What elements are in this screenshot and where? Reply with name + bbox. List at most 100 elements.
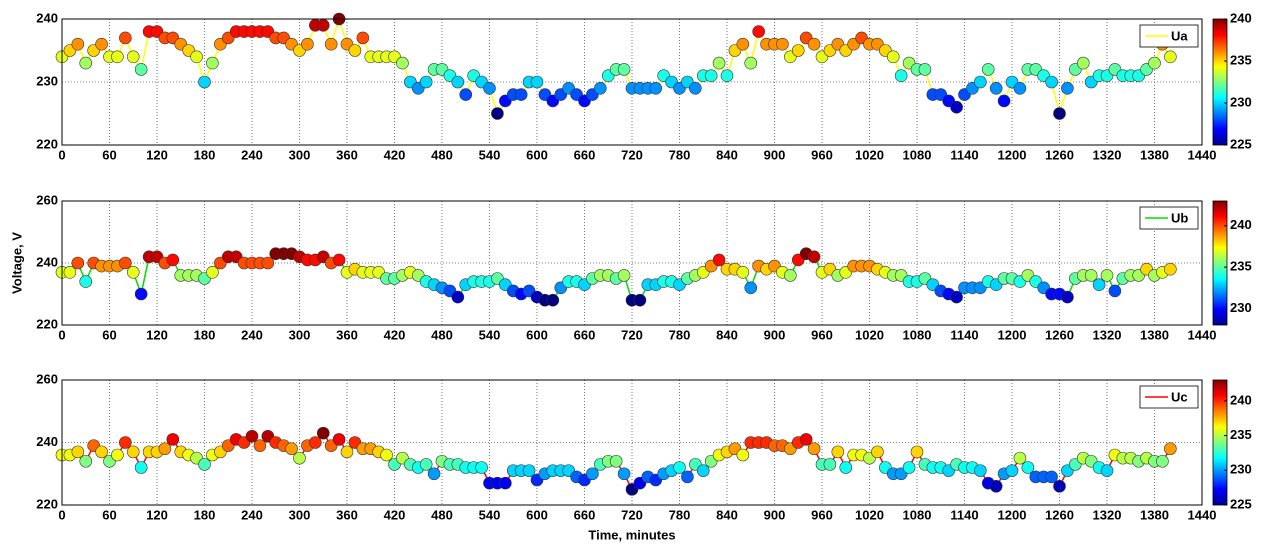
data-point bbox=[1013, 451, 1027, 465]
data-point bbox=[1148, 56, 1161, 70]
data-point bbox=[1013, 82, 1027, 95]
data-point bbox=[997, 94, 1011, 108]
data-point bbox=[712, 253, 726, 267]
data-point bbox=[1061, 290, 1074, 304]
colorbar-tick-label: 235 bbox=[1230, 259, 1252, 274]
data-point bbox=[1108, 284, 1122, 298]
data-point bbox=[918, 63, 932, 76]
data-point bbox=[1005, 464, 1019, 477]
data-point bbox=[79, 56, 93, 70]
data-point bbox=[696, 464, 710, 477]
x-tick-label: 1320 bbox=[1093, 507, 1122, 522]
x-tick-label: 1440 bbox=[1188, 507, 1217, 522]
data-point bbox=[1100, 269, 1114, 282]
data-point bbox=[1045, 470, 1058, 484]
x-tick-label: 1140 bbox=[950, 147, 978, 162]
x-tick-label: 120 bbox=[146, 507, 168, 522]
x-tick-label: 300 bbox=[289, 147, 311, 162]
data-point bbox=[79, 275, 93, 288]
x-tick-label: 720 bbox=[621, 147, 643, 162]
axes-box bbox=[61, 200, 1203, 326]
x-tick-label: 540 bbox=[479, 147, 501, 162]
data-point bbox=[752, 25, 765, 38]
data-point bbox=[332, 433, 346, 446]
x-tick-label: 1080 bbox=[903, 507, 932, 522]
x-tick-label: 1080 bbox=[903, 327, 932, 342]
data-point bbox=[649, 82, 663, 95]
data-point bbox=[261, 256, 275, 270]
data-point bbox=[974, 75, 987, 89]
x-tick-label: 1380 bbox=[1140, 147, 1169, 162]
x-tick-label: 1320 bbox=[1093, 147, 1122, 162]
data-point bbox=[871, 445, 884, 459]
x-tick-label: 780 bbox=[669, 147, 691, 162]
x-tick-label: 240 bbox=[241, 507, 263, 522]
x-tick-label: 840 bbox=[716, 147, 738, 162]
x-tick-label: 1380 bbox=[1140, 327, 1169, 342]
x-tick-label: 660 bbox=[574, 507, 596, 522]
data-point bbox=[831, 445, 845, 459]
colorbar bbox=[1212, 200, 1228, 326]
x-tick-label: 420 bbox=[384, 507, 406, 522]
data-point bbox=[1021, 461, 1035, 474]
data-point bbox=[617, 63, 631, 76]
legend-label: Uc bbox=[1171, 389, 1188, 404]
x-tick-label: 540 bbox=[479, 327, 501, 342]
x-tick-label: 600 bbox=[526, 327, 548, 342]
data-point bbox=[111, 50, 124, 64]
data-point bbox=[839, 461, 853, 474]
x-tick-label: 840 bbox=[716, 327, 738, 342]
colorbar-tick-label: 225 bbox=[1230, 136, 1252, 151]
y-tick-label: 260 bbox=[36, 192, 58, 207]
x-tick-label: 1260 bbox=[1045, 147, 1074, 162]
data-point bbox=[823, 458, 837, 471]
colorbar bbox=[1212, 379, 1228, 506]
x-tick-label: 180 bbox=[194, 147, 216, 162]
data-point bbox=[134, 461, 148, 474]
data-point bbox=[475, 461, 488, 474]
data-point bbox=[95, 445, 108, 459]
colorbar-tick-label: 235 bbox=[1230, 427, 1252, 442]
x-tick-label: 1020 bbox=[855, 507, 884, 522]
colorbar-tick-label: 240 bbox=[1230, 10, 1252, 25]
x-tick-label: 480 bbox=[431, 147, 453, 162]
data-point bbox=[324, 37, 338, 51]
x-tick-label: 120 bbox=[146, 327, 168, 342]
x-tick-label: 780 bbox=[669, 327, 691, 342]
x-tick-label: 1140 bbox=[950, 327, 978, 342]
y-tick-label: 220 bbox=[36, 136, 58, 151]
x-tick-label: 960 bbox=[811, 507, 833, 522]
legend-box bbox=[1139, 385, 1199, 409]
data-point bbox=[894, 69, 908, 82]
data-point bbox=[807, 250, 821, 264]
data-point bbox=[1156, 454, 1169, 468]
data-point bbox=[586, 467, 599, 481]
data-point bbox=[1100, 464, 1114, 477]
x-tick-label: 780 bbox=[669, 507, 691, 522]
data-point bbox=[681, 470, 694, 484]
x-tick-label: 960 bbox=[811, 147, 833, 162]
x-tick-label: 0 bbox=[58, 147, 65, 162]
data-point bbox=[340, 445, 354, 459]
data-point bbox=[886, 50, 900, 64]
data-point bbox=[744, 56, 758, 70]
x-tick-label: 480 bbox=[431, 327, 453, 342]
data-point bbox=[285, 442, 298, 456]
data-point bbox=[491, 107, 504, 120]
x-tick-label: 1020 bbox=[855, 327, 884, 342]
data-point bbox=[950, 290, 963, 304]
data-point bbox=[673, 461, 686, 474]
x-tick-label: 60 bbox=[102, 327, 116, 342]
y-axis-label: Voltage, V bbox=[9, 232, 24, 294]
data-point bbox=[1053, 107, 1066, 120]
data-point bbox=[1076, 56, 1090, 70]
colorbar-tick-label: 230 bbox=[1230, 462, 1252, 477]
x-tick-label: 960 bbox=[811, 327, 833, 342]
data-point bbox=[126, 265, 140, 279]
y-tick-label: 240 bbox=[36, 254, 58, 269]
data-point bbox=[419, 75, 433, 89]
data-point bbox=[736, 448, 750, 462]
data-point bbox=[633, 293, 647, 307]
colorbar-tick-label: 240 bbox=[1230, 217, 1252, 232]
